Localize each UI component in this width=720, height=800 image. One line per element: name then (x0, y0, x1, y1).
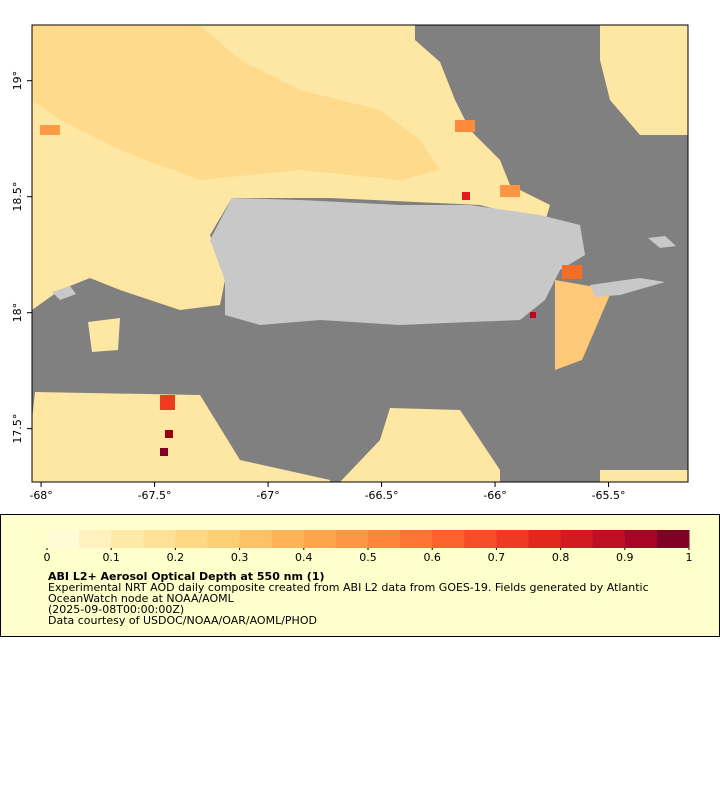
colorbar-step (79, 530, 112, 548)
legend-line: Experimental NRT AOD daily composite cre… (48, 581, 649, 594)
map-layer (31, 24, 689, 483)
colorbar-step (207, 530, 241, 548)
x-tick-label: -66.5° (365, 489, 399, 502)
map-frame (31, 24, 689, 483)
aerosol-pixel (160, 395, 175, 410)
colorbar-step (528, 530, 562, 548)
aerosol-area (600, 470, 688, 482)
x-tick-label: -67.5° (138, 489, 172, 502)
colorbar-step (111, 530, 144, 548)
aerosol-pixel (40, 125, 60, 135)
aerosol-area (600, 25, 688, 135)
colorbar-step (175, 530, 208, 548)
colorbar-step (368, 530, 401, 548)
y-tick-label: 17.5° (11, 414, 24, 444)
aerosol-pixel (160, 448, 168, 456)
aerosol-area (32, 392, 330, 482)
colorbar-step (496, 530, 529, 548)
colorbar-tick-label: 0.7 (488, 551, 506, 564)
aerosol-area (555, 280, 612, 370)
colorbar-tick-label: 0.6 (423, 551, 441, 564)
colorbar-tick-label: 0.1 (102, 551, 120, 564)
x-tick-label: -67° (256, 489, 279, 502)
colorbar-step (47, 530, 80, 548)
colorbar-step (400, 530, 433, 548)
colorbar-tick-label: 0.8 (552, 551, 570, 564)
aerosol-area (88, 318, 120, 352)
vieques (590, 278, 665, 297)
colorbar-step (432, 530, 465, 548)
aerosol-area (340, 408, 500, 482)
colorbar-step (143, 530, 176, 548)
aerosol-pixel (455, 120, 475, 132)
colorbar-tick-label: 0.4 (295, 551, 313, 564)
aerosol-pixel (530, 312, 536, 318)
colorbar-tick-label: 0.2 (167, 551, 185, 564)
aerosol-pixel (500, 185, 520, 197)
colorbar-tick-label: 1 (686, 551, 693, 564)
culebra (648, 236, 676, 248)
colorbar-step (271, 530, 305, 548)
legend-line: Data courtesy of USDOC/NOAA/OAR/AOML/PHO… (48, 614, 317, 627)
colorbar-step (624, 530, 658, 548)
legend-title: ABI L2+ Aerosol Optical Depth at 550 nm … (48, 570, 325, 583)
x-tick-label: -65.5° (592, 489, 626, 502)
y-tick-label: 19° (11, 71, 24, 91)
legend-line: OceanWatch node at NOAA/AOML (48, 592, 235, 605)
colorbar-tick-label: 0.9 (616, 551, 634, 564)
colorbar-step (303, 530, 337, 548)
aerosol-pixel (462, 192, 470, 200)
x-tick-label: -68° (29, 489, 52, 502)
colorbar-step (560, 530, 594, 548)
colorbar-step (239, 530, 273, 548)
colorbar-tick-label: 0.3 (231, 551, 249, 564)
colorbar-step (335, 530, 369, 548)
colorbar-step (592, 530, 626, 548)
aerosol-area (32, 25, 440, 180)
puerto-rico (210, 198, 585, 325)
x-tick-label: -66° (483, 489, 506, 502)
y-tick-label: 18° (11, 303, 24, 323)
y-tick-label: 18.5° (11, 182, 24, 212)
legend-line: (2025-09-08T00:00:00Z) (48, 603, 184, 616)
aerosol-pixel (165, 430, 173, 438)
aerosol-pixel (562, 265, 582, 279)
colorbar-tick-label: 0 (44, 551, 51, 564)
colorbar-step (656, 530, 690, 548)
colorbar-step (464, 530, 497, 548)
colorbar-tick-label: 0.5 (359, 551, 377, 564)
mona-island (52, 286, 76, 300)
